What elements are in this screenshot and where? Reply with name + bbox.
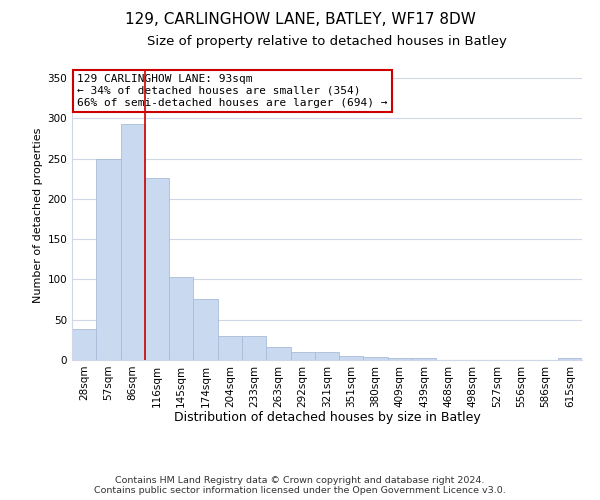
Bar [145,178,169,360]
Text: Contains HM Land Registry data © Crown copyright and database right 2024.
Contai: Contains HM Land Registry data © Crown c… [94,476,506,495]
Bar [388,358,412,360]
Bar [72,330,96,360]
Bar [121,124,145,360]
Y-axis label: Number of detached properties: Number of detached properties [33,128,43,302]
Bar [364,357,388,360]
Bar [339,356,364,360]
Bar [193,299,218,360]
Bar [242,336,266,360]
Bar [315,352,339,360]
Bar [169,277,193,360]
Title: Size of property relative to detached houses in Batley: Size of property relative to detached ho… [147,35,507,48]
Bar [558,358,582,360]
Bar [218,336,242,360]
Text: 129, CARLINGHOW LANE, BATLEY, WF17 8DW: 129, CARLINGHOW LANE, BATLEY, WF17 8DW [125,12,475,28]
Bar [266,347,290,360]
Bar [290,352,315,360]
Text: 129 CARLINGHOW LANE: 93sqm
← 34% of detached houses are smaller (354)
66% of sem: 129 CARLINGHOW LANE: 93sqm ← 34% of deta… [77,74,388,108]
Bar [96,158,121,360]
X-axis label: Distribution of detached houses by size in Batley: Distribution of detached houses by size … [173,411,481,424]
Bar [412,358,436,360]
